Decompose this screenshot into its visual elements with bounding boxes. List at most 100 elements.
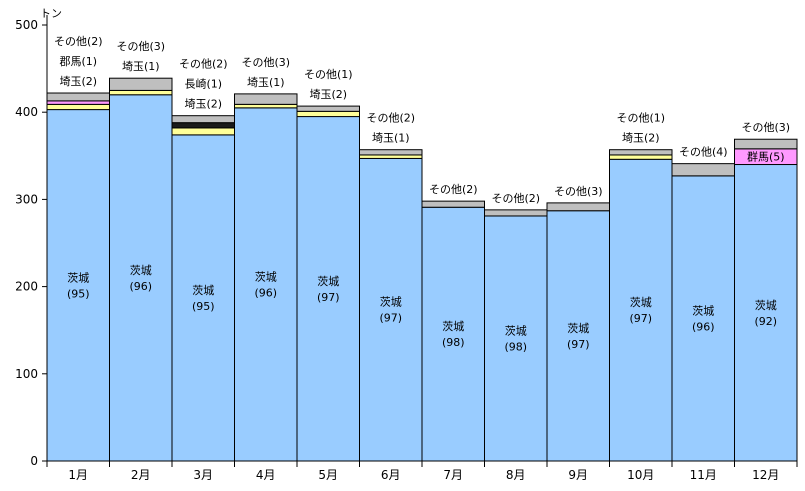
bar-inside-label: 茨城 [692, 303, 714, 317]
bar-segment-ibaraki [671, 175, 735, 462]
bar-inside-label: (96) [129, 280, 152, 293]
bar-above-label: その他(4) [679, 146, 728, 159]
y-tick-label: 100 [15, 367, 38, 381]
x-category-label: 5月 [318, 468, 338, 482]
bar-above-label: その他(1) [616, 112, 665, 125]
bar-segment-other [171, 115, 235, 124]
bar-segment-saitama [359, 154, 423, 159]
bar-segment-ibaraki [484, 215, 548, 462]
x-category-label: 10月 [627, 468, 654, 482]
bar-inside-label: (97) [629, 312, 652, 325]
x-category-label: 2月 [131, 468, 151, 482]
bar-segment-other [109, 77, 173, 91]
axes-layer: 0 100 200 300 400 500 1月 2月 3月 4月 5月 6月 7月 8月 9月 10月 11月… [15, 15, 798, 482]
bar-segment-ibaraki [171, 134, 235, 462]
bar-segment-other [359, 149, 423, 156]
bar-segment-other [734, 138, 798, 150]
x-category-label: 11月 [690, 468, 717, 482]
x-category-label: 7月 [443, 468, 463, 482]
bar-above-label: 埼玉(1) [247, 75, 285, 89]
bar-above-label: 埼玉(2) [184, 97, 222, 111]
bar-above-label: その他(2) [491, 192, 540, 205]
bar-inside-label: 茨城 [442, 319, 464, 333]
bar-segment-gunma [46, 100, 110, 105]
bar-segment-saitama [109, 89, 173, 96]
bar-segment-other [46, 92, 110, 102]
bar-segment-nagasaki [171, 122, 235, 129]
bar-above-label: 長崎(1) [184, 77, 222, 91]
bar-segment-saitama [296, 110, 360, 118]
bar-inside-label: 茨城 [255, 269, 277, 283]
bar-segment-ibaraki [609, 158, 673, 462]
bar-inside-label: (97) [567, 338, 590, 351]
x-category-label: 1月 [68, 468, 88, 482]
bar-9 [546, 202, 610, 462]
y-tick-label: 300 [15, 192, 38, 206]
bar-inside-label: (92) [754, 315, 777, 328]
bar-segment-ibaraki [546, 210, 610, 462]
bar-segment-ibaraki [421, 206, 485, 462]
bar-inside-label: (95) [192, 300, 215, 313]
bar-inside-label: (98) [504, 341, 527, 354]
bar-inside-label: 茨城 [192, 283, 214, 297]
bar-above-label: 埼玉(1) [372, 131, 410, 145]
bar-above-label: 埼玉(2) [59, 74, 97, 88]
bar-segment-ibaraki [296, 116, 360, 462]
bar-segment-ibaraki [359, 157, 423, 462]
bar-above-label: その他(2) [429, 183, 478, 196]
bar-above-label: その他(2) [366, 112, 415, 125]
bar-inside-label: 茨城 [67, 270, 89, 284]
labels-layer: 茨城 (95) 埼玉(2) 郡馬(1) その他(2) 茨城 (96) 埼玉(1) その他(3) 茨… [54, 35, 790, 354]
bar-segment-saitama [46, 103, 110, 111]
x-category-label: 9月 [568, 468, 588, 482]
bar-11 [671, 163, 735, 462]
bar-above-label: 埼玉(2) [622, 131, 660, 145]
bar-inside-label: 茨城 [567, 321, 589, 335]
bar-segment-ibaraki [46, 109, 110, 462]
y-tick-label: 500 [15, 18, 38, 32]
bar-inside-label: 茨城 [380, 295, 402, 309]
bar-inside-label: 茨城 [505, 324, 527, 338]
bar-inside-label: (97) [317, 291, 340, 304]
bar-inside-label: (96) [692, 320, 715, 333]
bar-above-label: その他(2) [179, 58, 228, 71]
bar-above-label: 埼玉(1) [122, 59, 160, 73]
x-category-label: 4月 [256, 468, 276, 482]
bar-inside-label: (96) [254, 286, 277, 299]
x-category-label: 8月 [506, 468, 526, 482]
bar-4 [234, 93, 298, 462]
bar-segment-other [234, 93, 298, 105]
bar-inside-label: (98) [442, 336, 465, 349]
bar-segment-saitama [609, 154, 673, 160]
bar-6 [359, 149, 423, 462]
bar-above-label: その他(3) [554, 185, 603, 198]
bar-segment-other [671, 163, 735, 177]
bar-above-label: 郡馬(1) [59, 55, 97, 68]
bar-7 [421, 200, 485, 462]
bar-segment-other [421, 200, 485, 208]
bar-above-label: その他(2) [54, 35, 103, 48]
bar-above-label: その他(1) [304, 68, 353, 81]
x-category-label: 6月 [381, 468, 401, 482]
bar-segment-ibaraki [109, 94, 173, 462]
bar-12 [734, 138, 798, 462]
y-tick-label: 200 [15, 280, 38, 294]
bar-segment-saitama [171, 127, 235, 136]
x-category-label: 3月 [193, 468, 213, 482]
bar-segment-saitama [234, 103, 298, 109]
y-unit-label: トン [40, 7, 62, 20]
bar-inside-label: (95) [67, 287, 90, 300]
bar-segment-other [546, 202, 610, 212]
bar-inside-label: 茨城 [630, 295, 652, 309]
bar-segment-ibaraki [734, 164, 798, 462]
bars-layer [46, 77, 798, 462]
bar-segment-other [609, 149, 673, 156]
bar-segment-ibaraki [234, 107, 298, 462]
bar-above-label: その他(3) [241, 56, 290, 69]
bar-segment-other [484, 209, 548, 217]
bar-inside-label: (97) [379, 312, 402, 325]
bar-above-label: 埼玉(2) [309, 87, 347, 101]
y-tick-label: 0 [30, 454, 38, 468]
bar-10 [609, 149, 673, 462]
